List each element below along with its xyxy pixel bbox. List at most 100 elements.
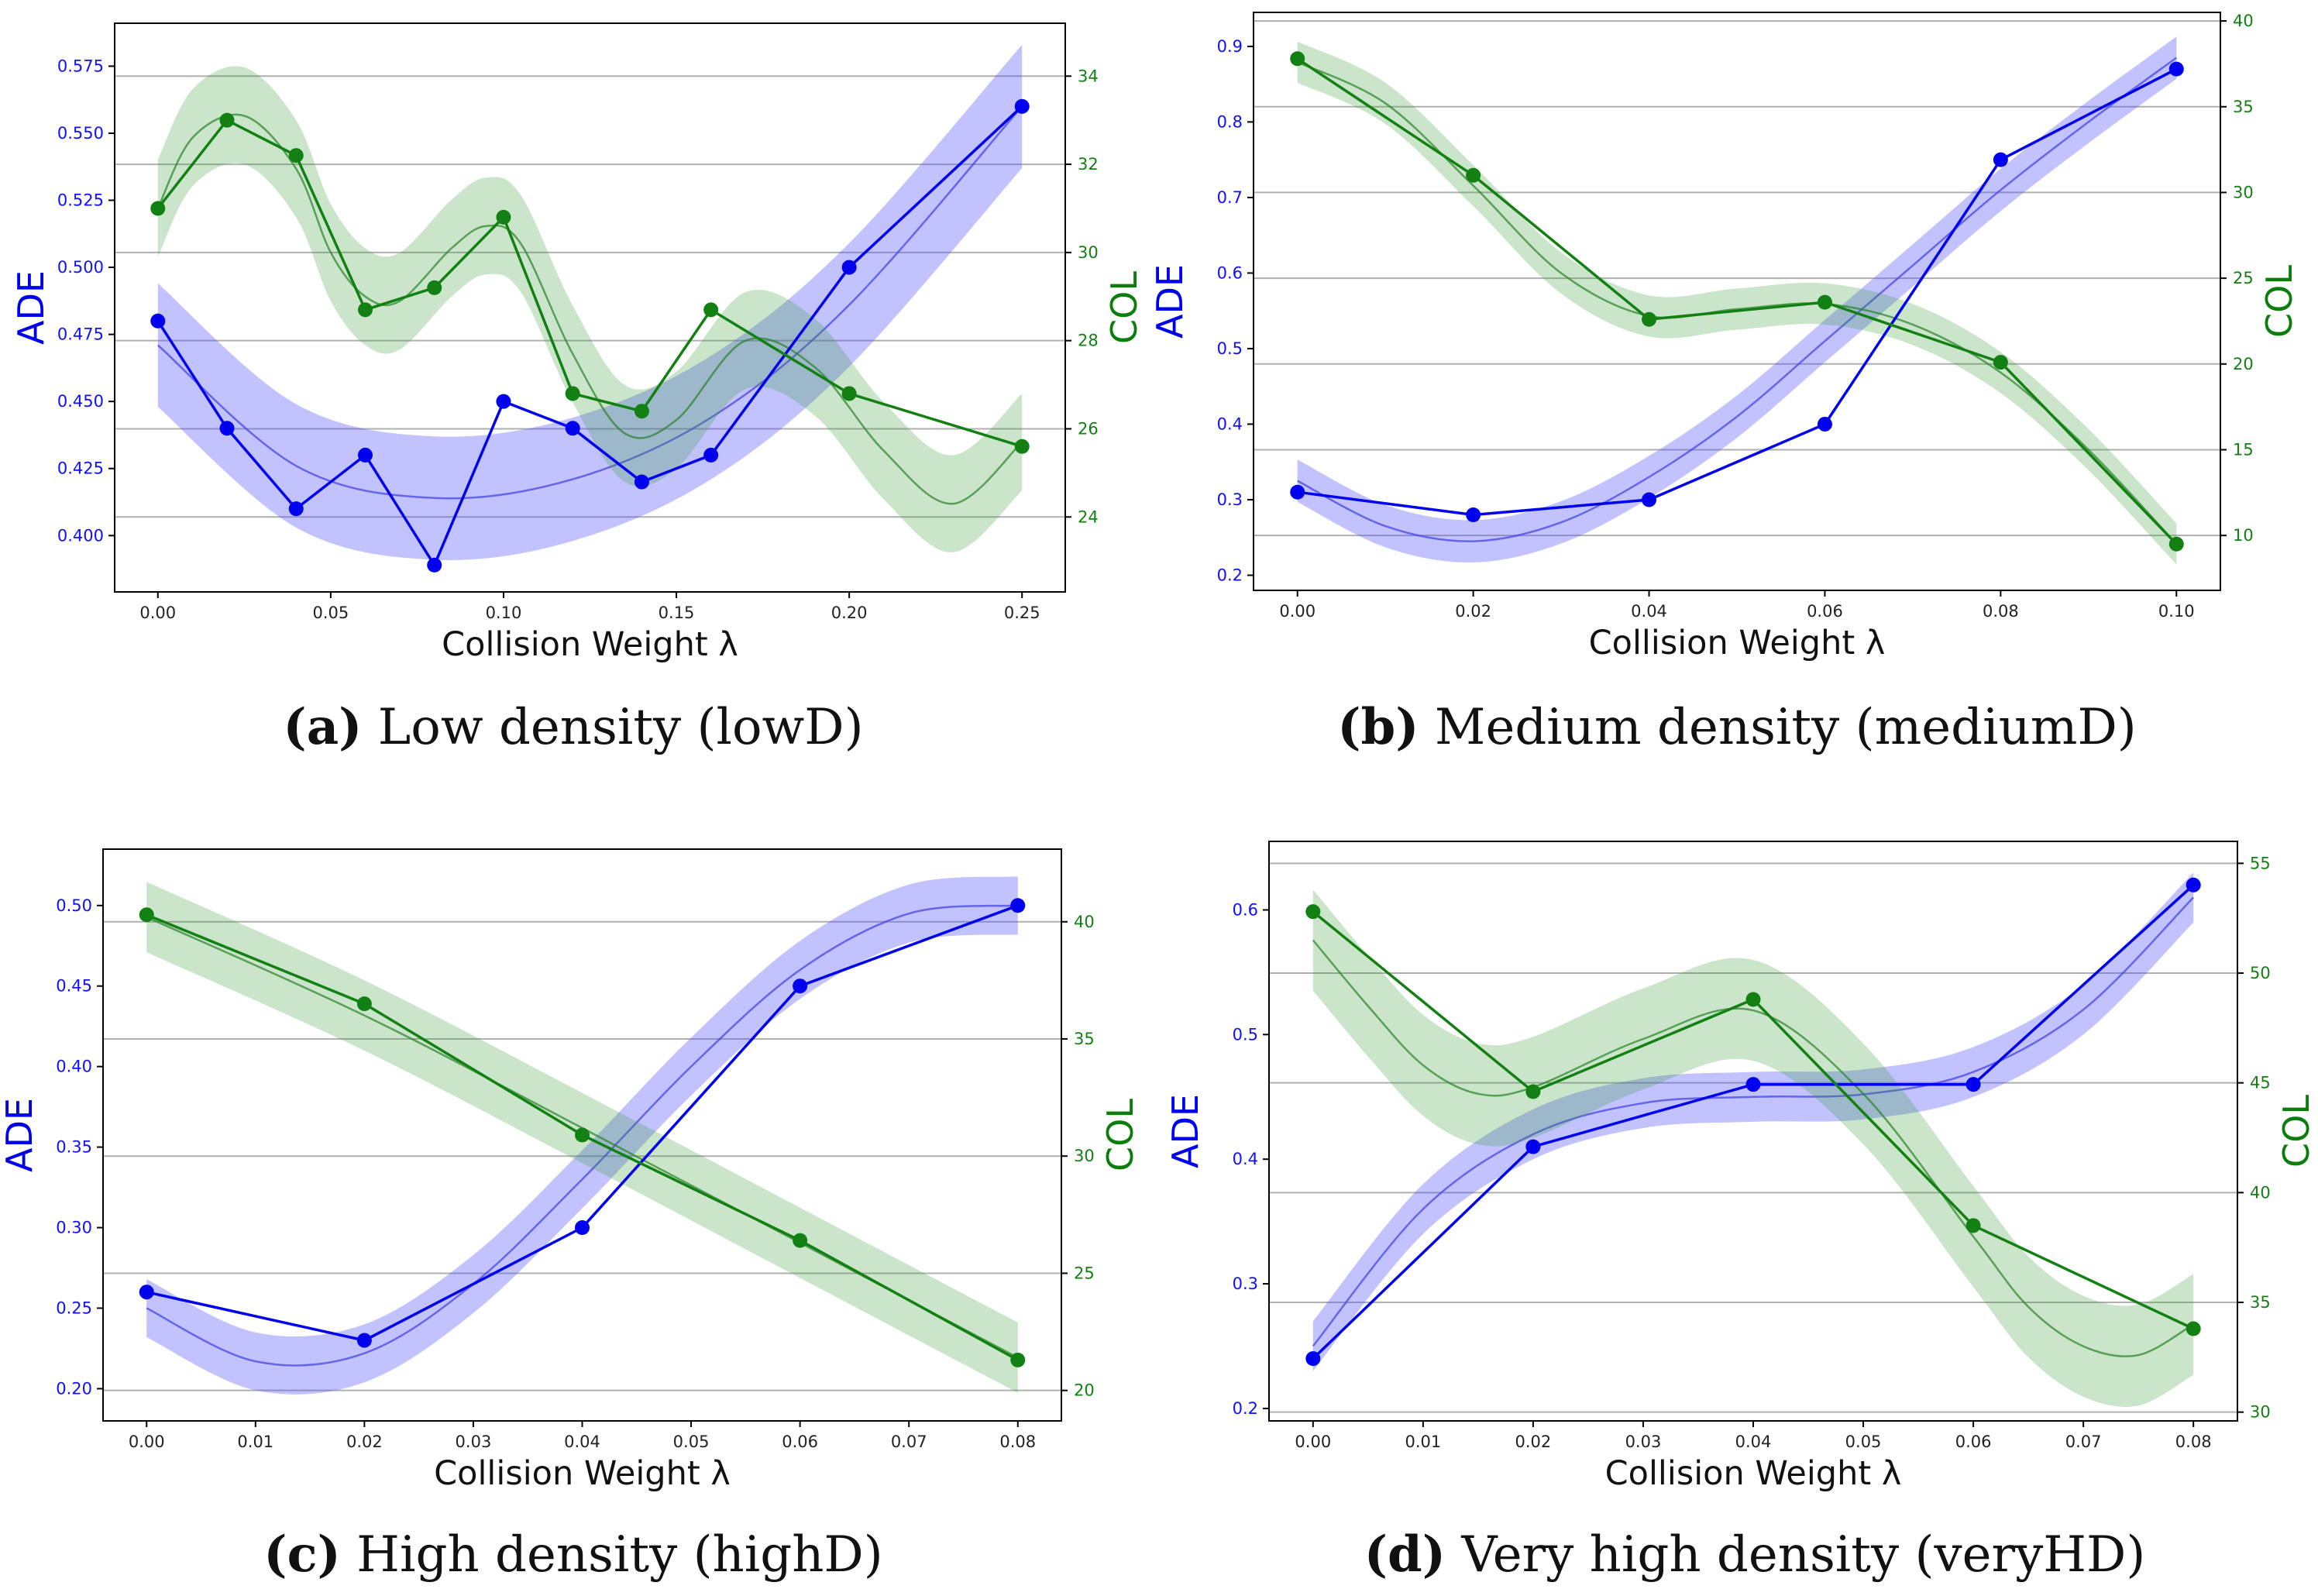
y-axis-label-col: COL (2258, 265, 2300, 338)
x-axis-label: Collision Weight λ (442, 625, 738, 664)
y-right-tick-label: 40 (1074, 913, 1095, 931)
y-left-tick-label: 0.500 (57, 258, 104, 277)
y-left-tick-label: 0.25 (56, 1298, 92, 1317)
y-left-tick-label: 0.550 (57, 124, 104, 143)
data-point-ade (150, 313, 166, 328)
x-tick-label: 0.03 (456, 1433, 492, 1451)
data-point-col (139, 907, 154, 923)
data-point-col (1290, 51, 1305, 67)
x-tick-label: 0.03 (1625, 1433, 1662, 1451)
data-point-col (1965, 1218, 1981, 1233)
y-right-tick-label: 55 (2250, 854, 2271, 872)
x-tick-label: 0.25 (1004, 604, 1040, 622)
y-left-tick-label: 0.525 (57, 191, 104, 210)
y-right-tick-label: 28 (1078, 332, 1099, 350)
data-point-ade (841, 260, 857, 275)
data-point-ade (793, 979, 808, 994)
x-tick-label: 0.04 (1631, 602, 1667, 621)
data-point-ade (496, 394, 511, 409)
y-left-tick-label: 0.3 (1233, 1274, 1258, 1293)
data-point-col (575, 1127, 590, 1143)
y-right-tick-label: 15 (2233, 440, 2254, 459)
y-right-tick-label: 40 (2233, 12, 2254, 30)
y-right-tick-label: 35 (2250, 1293, 2271, 1312)
y-axis-label-col: COL (1099, 1099, 1141, 1171)
y-right-tick-label: 25 (1074, 1264, 1095, 1282)
confidence-band-ade (1297, 36, 2177, 562)
y-right-tick-label: 25 (2233, 269, 2254, 287)
data-point-ade (1014, 98, 1030, 114)
y-right-tick-label: 10 (2233, 526, 2254, 545)
data-point-ade (703, 447, 719, 463)
data-point-col (634, 404, 649, 419)
data-point-ade (1993, 152, 2008, 167)
caption-tag: (d) (1364, 1525, 1446, 1584)
y-left-tick-label: 0.20 (56, 1379, 92, 1398)
x-tick-label: 0.10 (2158, 602, 2195, 621)
x-tick-label: 0.01 (237, 1433, 273, 1451)
y-right-tick-label: 34 (1078, 67, 1099, 85)
y-axis-label-ade: ADE (10, 270, 52, 345)
y-right-tick-label: 35 (1074, 1030, 1095, 1048)
y-left-tick-label: 0.45 (56, 977, 92, 996)
data-point-col (288, 148, 304, 163)
y-left-tick-label: 0.5 (1217, 339, 1243, 358)
y-right-tick-label: 30 (2233, 183, 2254, 201)
y-left-tick-label: 0.35 (56, 1138, 92, 1157)
x-tick-label: 0.08 (2175, 1433, 2212, 1451)
data-point-col (356, 996, 372, 1012)
y-axis-label-ade: ADE (1164, 1094, 1206, 1168)
data-point-col (565, 386, 580, 401)
data-point-ade (634, 474, 649, 490)
y-axis-label-col: COL (1103, 271, 1145, 344)
y-axis-label-ade: ADE (1149, 264, 1191, 339)
x-tick-label: 0.00 (129, 1433, 165, 1451)
data-point-col (703, 302, 719, 318)
data-point-ade (356, 1333, 372, 1348)
data-point-col (1010, 1352, 1026, 1367)
fit-curve-col (156, 113, 1023, 505)
caption-tag: (a) (283, 698, 362, 756)
data-point-ade (1290, 484, 1305, 500)
panel-a: 0.00 0.05 0.10 0.15 0.20 0.25 0.400 0.425 0.450 0… (10, 22, 1145, 756)
data-point-col (1642, 311, 1657, 327)
x-tick-label: 0.01 (1405, 1433, 1441, 1451)
data-point-col (1993, 355, 2008, 370)
y-left-tick-label: 0.50 (56, 896, 92, 915)
data-point-ade (1305, 1351, 1321, 1367)
data-point-col (427, 280, 442, 295)
x-axis-label: Collision Weight λ (1605, 1454, 1902, 1493)
data-point-col (1305, 904, 1321, 920)
x-tick-label: 0.02 (1515, 1433, 1552, 1451)
y-left-tick-label: 0.450 (57, 392, 104, 411)
data-point-ade (288, 501, 304, 517)
plot-frame (1253, 12, 2221, 591)
x-tick-label: 0.06 (1807, 602, 1843, 621)
y-left-tick-label: 0.7 (1217, 188, 1243, 207)
data-point-ade (1965, 1077, 1981, 1092)
data-point-ade (565, 421, 580, 436)
y-left-tick-label: 0.2 (1233, 1399, 1258, 1418)
caption-text: Medium density (mediumD) (1419, 699, 2137, 756)
data-point-col (357, 302, 373, 318)
confidence-band-col (157, 66, 1023, 552)
x-tick-label: 0.04 (1735, 1433, 1772, 1451)
x-tick-label: 0.10 (486, 604, 522, 622)
x-tick-label: 0.02 (1455, 602, 1491, 621)
y-right-tick-label: 30 (1074, 1147, 1095, 1165)
y-left-tick-label: 0.475 (57, 325, 104, 344)
x-tick-label: 0.15 (659, 604, 695, 622)
x-tick-label: 0.06 (1955, 1433, 1992, 1451)
y-left-tick-label: 0.5 (1233, 1025, 1258, 1044)
data-point-ade (2186, 877, 2201, 893)
data-point-ade (219, 421, 235, 436)
fit-curve-ade (1312, 896, 2195, 1347)
plot-frame (114, 22, 1066, 593)
panel-caption: (d) Very high density (veryHD) (1364, 1525, 2146, 1584)
panel-b: 0.00 0.02 0.04 0.06 0.08 0.10 0.2 0.3 0.4 0.5 0.6 0… (1149, 12, 2300, 756)
data-point-col (219, 112, 235, 128)
x-tick-label: 0.20 (831, 604, 868, 622)
x-axis-label: Collision Weight λ (1589, 624, 1886, 662)
data-point-col (1817, 294, 1832, 310)
y-right-tick-label: 20 (1074, 1381, 1095, 1400)
